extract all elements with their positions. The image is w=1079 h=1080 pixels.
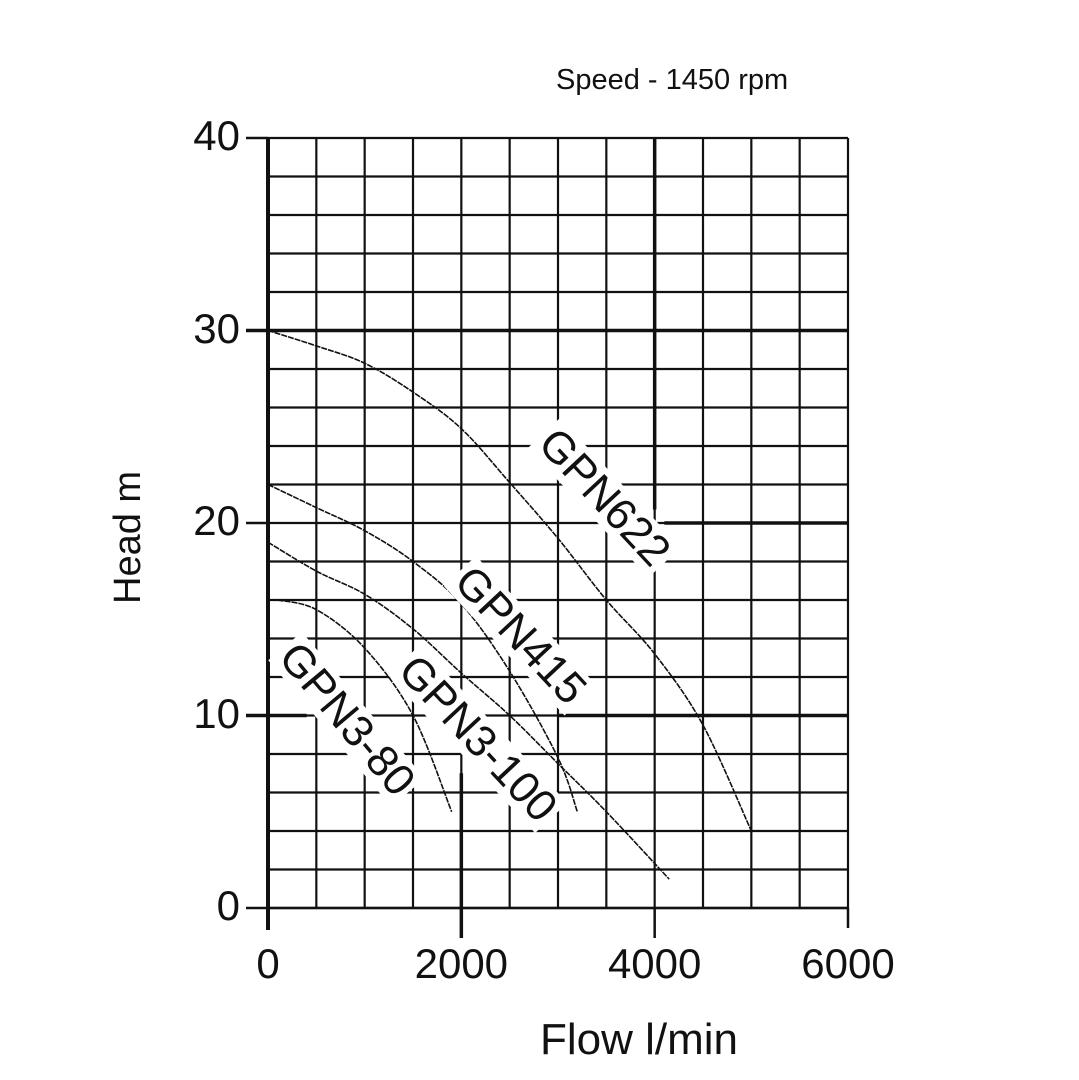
x-axis-label: Flow l/min <box>540 1015 739 1064</box>
y-axis-label: Head m <box>107 470 149 604</box>
x-tick-label: 6000 <box>801 940 895 987</box>
pump-curves <box>267 329 753 880</box>
y-tick-label: 0 <box>216 882 240 929</box>
y-tick-label: 30 <box>193 304 240 352</box>
x-tick-label: 0 <box>256 940 280 987</box>
curve-gpn3-80 <box>277 599 453 813</box>
x-tick-label: 2000 <box>414 940 509 987</box>
curve-gpn3-100 <box>267 541 670 880</box>
y-tick-label: 10 <box>193 689 240 737</box>
major-grid-lines <box>246 136 850 938</box>
y-tick-label: 20 <box>193 497 240 544</box>
curve-gpn622 <box>267 329 753 832</box>
y-axis-label-wrap: Head m <box>107 471 240 647</box>
y-tick-label: 40 <box>193 112 240 159</box>
x-tick-label: 4000 <box>607 940 702 987</box>
curve-gpn415 <box>267 483 579 813</box>
chart-title: Speed - 1450 rpm <box>556 64 789 96</box>
